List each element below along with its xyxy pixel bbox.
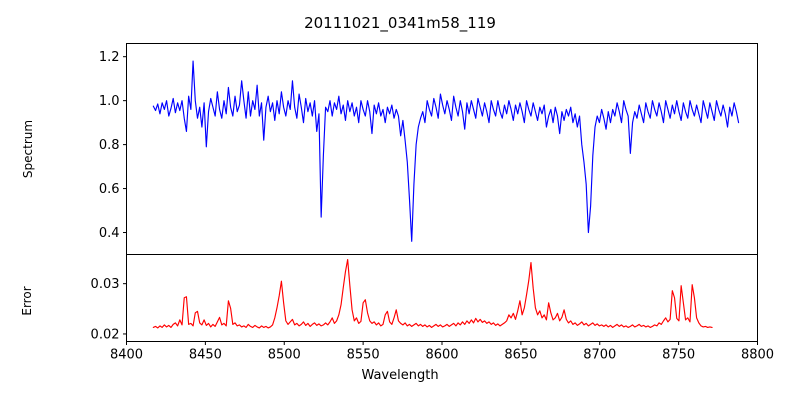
x-tick-label: 8800 (741, 348, 774, 363)
spectrum-y-tick-label: 0.6 (99, 182, 120, 197)
x-axis-label: Wavelength (361, 368, 439, 383)
spectrum-y-tick-label: 1.0 (99, 94, 120, 109)
error-y-tick-label: 0.02 (91, 327, 120, 342)
x-tick-label: 8500 (268, 348, 301, 363)
spectrum-data-line (152, 60, 740, 242)
figure-title: 20111021_0341m58_119 (304, 14, 496, 32)
x-tick-label: 8700 (583, 348, 616, 363)
y-axis-label-error: Error (20, 286, 34, 316)
x-tick-label: 8650 (504, 348, 537, 363)
error-axes-frame (126, 254, 758, 342)
x-tick-label: 8600 (425, 348, 458, 363)
spectrum-y-tick-label: 0.8 (99, 138, 120, 153)
x-tick-group: 8400 8450 8500 8550 8600 8650 8700 8750 8800 (110, 341, 774, 363)
x-tick-label: 8450 (189, 348, 222, 363)
error-y-tick-group: 0.02 0.03 (91, 277, 127, 342)
spectrum-y-tick-label: 1.2 (99, 50, 120, 65)
error-plot-group: 0.02 0.03 8400 8450 8500 8550 8600 8650 8700 875… (91, 254, 774, 363)
spectrum-y-tick-group: 0.4 0.6 0.8 1.0 1.2 (99, 50, 127, 241)
spectrum-axes-frame (126, 43, 758, 255)
x-tick-label: 8750 (662, 348, 695, 363)
x-tick-label: 8400 (110, 348, 143, 363)
x-tick-label: 8550 (347, 348, 380, 363)
spectrum-plot-group: 0.4 0.6 0.8 1.0 1.2 (99, 43, 758, 255)
y-axis-label-spectrum: Spectrum (21, 119, 35, 179)
spectrum-y-tick-label: 0.4 (99, 226, 120, 241)
error-y-tick-label: 0.03 (91, 277, 120, 292)
error-data-line (152, 258, 713, 329)
